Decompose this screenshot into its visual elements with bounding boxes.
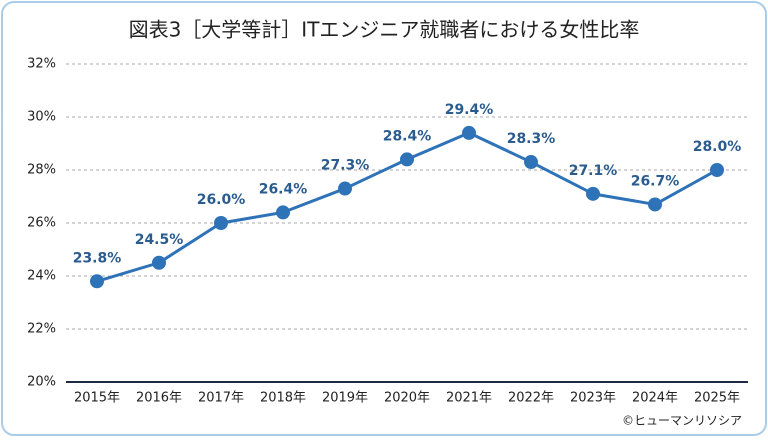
point [276,205,290,220]
data-label: 23.8% [73,250,122,266]
x-tick-label: 2021年 [446,391,492,406]
data-label: 28.4% [383,128,432,144]
x-tick-label: 2020年 [384,391,430,406]
data-label: 26.7% [631,173,680,189]
data-label: 24.5% [135,232,184,248]
point [338,181,352,196]
point [90,274,104,289]
data-label: 28.0% [693,139,742,155]
point [214,216,228,230]
chart-title: 図表3［大学等計］ITエンジニア就職者における女性比率 [129,18,640,42]
data-label: 26.0% [197,192,246,208]
point [462,125,476,140]
y-tick-label: 30% [27,110,56,125]
y-tick-label: 24% [27,269,56,284]
point [400,152,414,167]
point [648,197,662,212]
x-tick-label: 2022年 [508,391,554,406]
y-tick-label: 22% [27,322,56,337]
data-label: 27.3% [321,158,370,174]
point [710,163,724,177]
data-label: 28.3% [507,131,556,147]
y-tick-label: 32% [27,57,56,72]
data-label: 29.4% [445,102,494,118]
point [586,186,600,201]
point [152,255,166,270]
x-tick-label: 2018年 [260,391,306,406]
source-note: ©ヒューマンリソシア [622,414,742,428]
x-tick-label: 2016年 [136,391,182,406]
x-tick-label: 2023年 [570,391,616,406]
y-tick-label: 28% [27,163,56,178]
x-tick-label: 2024年 [632,391,678,406]
data-label: 26.4% [259,181,308,197]
x-tick-label: 2015年 [74,391,120,406]
y-tick-label: 26% [27,216,56,231]
x-tick-label: 2017年 [198,391,244,406]
x-tick-label: 2025年 [694,391,740,406]
data-label: 27.1% [569,163,618,179]
point [524,155,538,170]
y-tick-label: 20% [27,375,56,390]
x-tick-label: 2019年 [322,391,368,406]
